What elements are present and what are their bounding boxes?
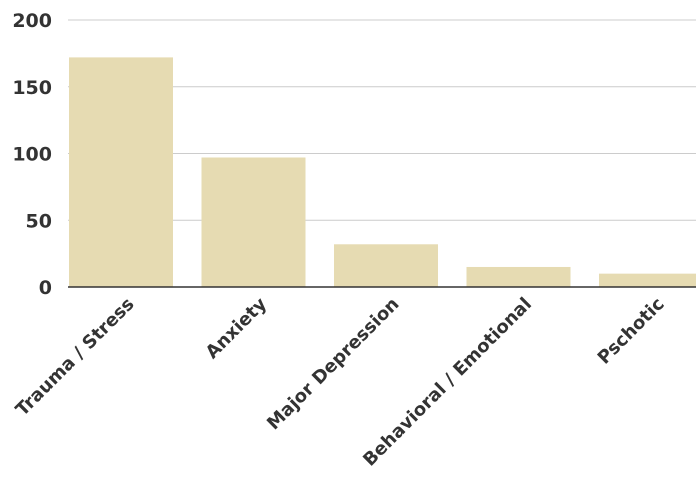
y-tick-label: 50 bbox=[26, 210, 52, 232]
bar bbox=[69, 57, 173, 287]
bar bbox=[201, 157, 306, 287]
x-category-label: Pschotic bbox=[594, 294, 669, 369]
bar bbox=[599, 273, 696, 287]
y-tick-label: 100 bbox=[12, 144, 52, 166]
x-category-label: Major Depression bbox=[263, 294, 403, 434]
bars bbox=[69, 57, 696, 287]
x-category-label: Trauma / Stress bbox=[12, 294, 139, 421]
bar bbox=[466, 266, 571, 287]
y-tick-labels: 0 50 100 150 200 bbox=[12, 10, 52, 299]
y-tick-label: 0 bbox=[39, 277, 52, 299]
y-tick-label: 150 bbox=[12, 77, 52, 99]
y-tick-label: 200 bbox=[12, 10, 52, 32]
bar bbox=[334, 244, 438, 287]
x-category-label: Anxiety bbox=[202, 294, 272, 364]
